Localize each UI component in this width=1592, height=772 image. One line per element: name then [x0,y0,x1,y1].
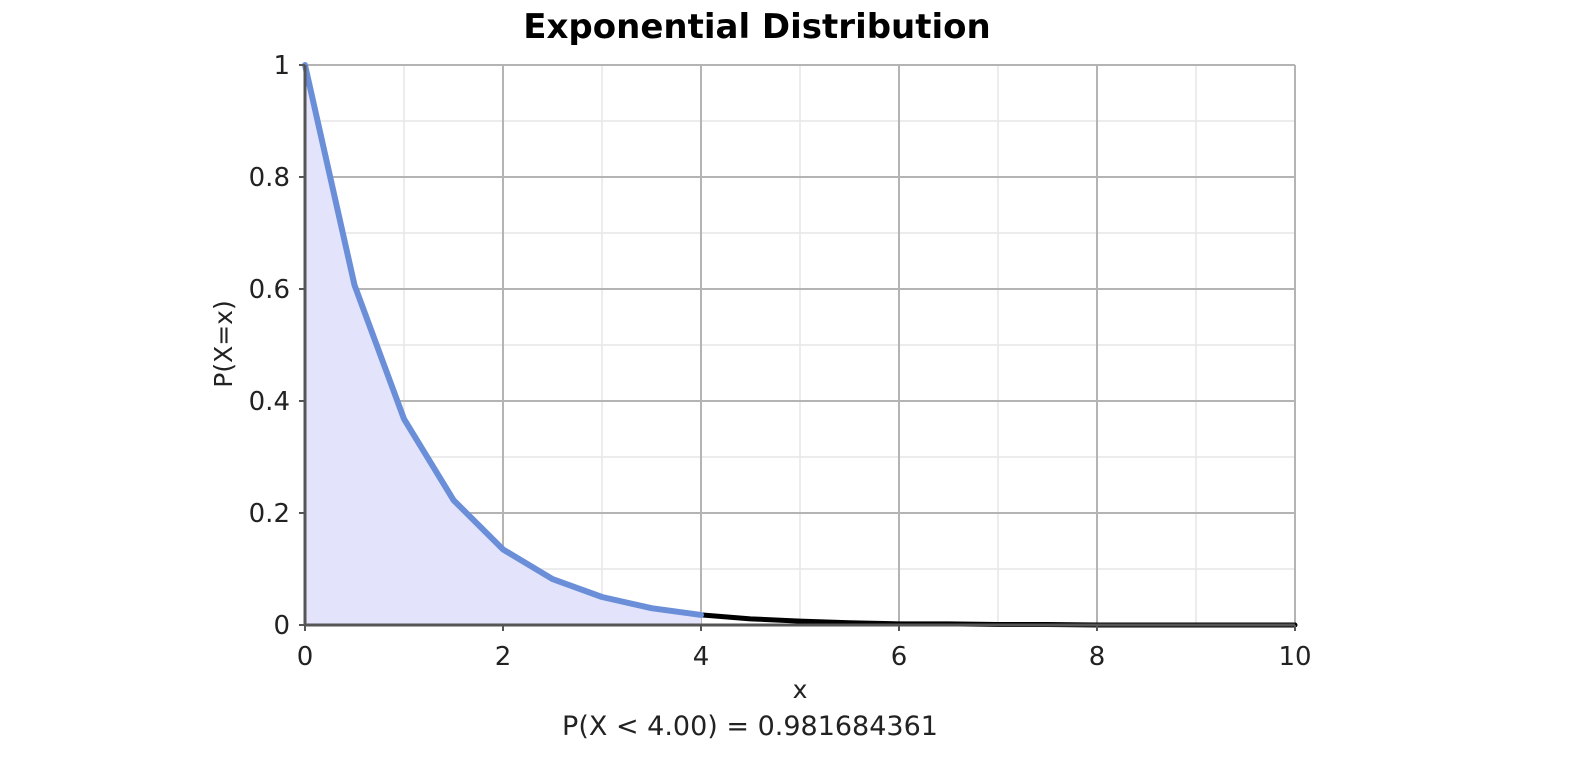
chart-title: Exponential Distribution [523,7,990,47]
y-tick-label: 0.2 [249,499,290,529]
y-tick-label: 0 [273,611,290,641]
y-tick-label: 0.4 [249,387,290,417]
shaded-density-curve [302,62,704,618]
shaded-area-layer [305,65,701,625]
y-tick-label: 0.6 [249,275,290,305]
y-tick-label: 0.8 [249,163,290,193]
shaded-probability-area [305,65,701,625]
probability-result: P(X < 4.00) = 0.981684361 [562,711,938,742]
x-tick-label: 6 [891,642,908,672]
x-tick-label: 10 [1278,642,1311,672]
x-tick-label: 2 [495,642,512,672]
y-axis-label: P(X=x) [209,300,238,387]
axes [299,64,1296,631]
x-tick-label: 4 [693,642,710,672]
x-tick-label: 8 [1089,642,1106,672]
y-tick-label: 1 [273,51,290,81]
x-tick-label: 0 [297,642,314,672]
x-axis-label: x [793,675,808,704]
x-tick-labels: 0 2 4 6 8 10 [297,642,1312,672]
y-tick-labels: 0 0.2 0.4 0.6 0.8 1 [249,51,290,641]
